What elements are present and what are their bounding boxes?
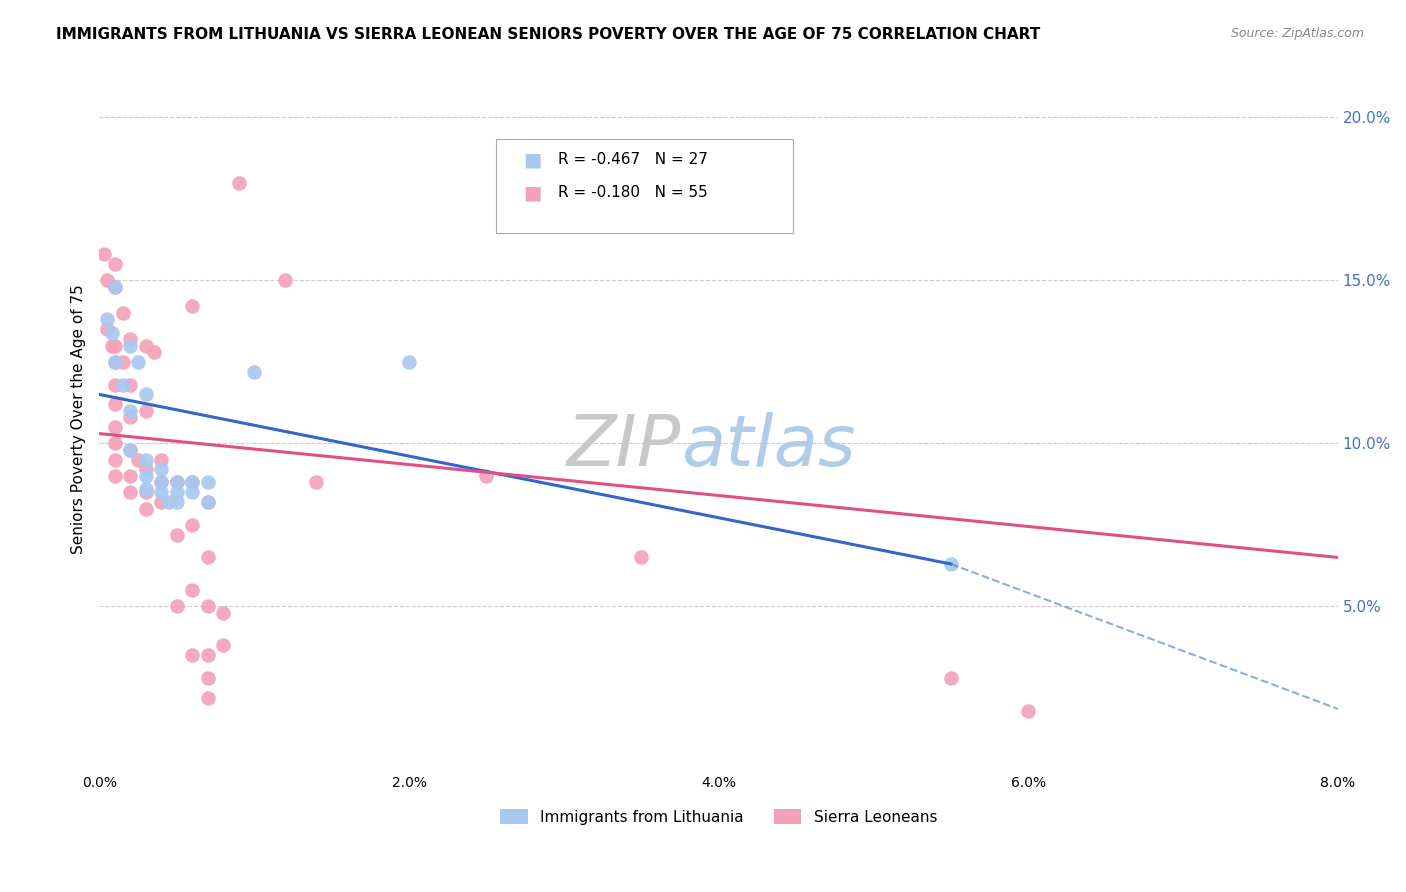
Point — [181, 582, 204, 597]
Text: ZIP: ZIP — [567, 412, 682, 482]
Point — [135, 462, 157, 476]
Point — [150, 452, 173, 467]
Point — [135, 403, 157, 417]
Point — [630, 550, 652, 565]
Point — [111, 306, 134, 320]
Point — [181, 517, 204, 532]
Text: Source: ZipAtlas.com: Source: ZipAtlas.com — [1230, 27, 1364, 40]
Y-axis label: Seniors Poverty Over the Age of 75: Seniors Poverty Over the Age of 75 — [72, 284, 86, 554]
Point — [120, 485, 142, 500]
Point — [104, 280, 127, 294]
Legend: Immigrants from Lithuania, Sierra Leoneans: Immigrants from Lithuania, Sierra Leonea… — [501, 809, 938, 825]
Point — [127, 452, 149, 467]
Point — [120, 442, 142, 457]
Point — [243, 365, 266, 379]
Point — [104, 257, 127, 271]
Text: ■: ■ — [523, 150, 541, 169]
Point — [150, 485, 173, 500]
Point — [96, 322, 118, 336]
Point — [197, 648, 219, 663]
Point — [166, 485, 188, 500]
Point — [101, 338, 124, 352]
Point — [197, 495, 219, 509]
Point — [120, 442, 142, 457]
Point — [120, 377, 142, 392]
Point — [197, 671, 219, 685]
Point — [150, 475, 173, 490]
Point — [939, 557, 962, 571]
Point — [1017, 704, 1039, 718]
Point — [104, 436, 127, 450]
FancyBboxPatch shape — [496, 138, 793, 233]
Point — [104, 355, 127, 369]
Point — [157, 495, 180, 509]
Point — [104, 397, 127, 411]
Point — [212, 639, 235, 653]
Point — [135, 452, 157, 467]
Point — [104, 452, 127, 467]
Point — [104, 420, 127, 434]
Point — [166, 495, 188, 509]
Point — [104, 377, 127, 392]
Point — [96, 312, 118, 326]
Point — [181, 485, 204, 500]
Point — [181, 648, 204, 663]
Text: R = -0.180   N = 55: R = -0.180 N = 55 — [558, 185, 707, 200]
Point — [150, 462, 173, 476]
Point — [101, 326, 124, 340]
Point — [181, 475, 204, 490]
Point — [197, 475, 219, 490]
Point — [475, 469, 498, 483]
Text: ■: ■ — [523, 183, 541, 202]
Point — [93, 247, 115, 261]
Point — [228, 176, 250, 190]
Point — [305, 475, 328, 490]
Point — [135, 387, 157, 401]
Point — [111, 377, 134, 392]
Point — [104, 280, 127, 294]
Point — [120, 469, 142, 483]
Point — [197, 690, 219, 705]
Point — [135, 485, 157, 500]
Point — [398, 355, 420, 369]
Point — [150, 475, 173, 490]
Point — [120, 410, 142, 425]
Point — [197, 550, 219, 565]
Point — [135, 338, 157, 352]
Point — [111, 355, 134, 369]
Text: R = -0.467   N = 27: R = -0.467 N = 27 — [558, 153, 707, 167]
Point — [120, 332, 142, 346]
Text: IMMIGRANTS FROM LITHUANIA VS SIERRA LEONEAN SENIORS POVERTY OVER THE AGE OF 75 C: IMMIGRANTS FROM LITHUANIA VS SIERRA LEON… — [56, 27, 1040, 42]
Point — [120, 403, 142, 417]
Point — [166, 527, 188, 541]
Point — [212, 606, 235, 620]
Point — [274, 273, 297, 287]
Point — [181, 300, 204, 314]
Text: atlas: atlas — [682, 412, 856, 482]
Point — [135, 482, 157, 496]
Point — [939, 671, 962, 685]
Point — [96, 273, 118, 287]
Point — [104, 355, 127, 369]
Point — [166, 599, 188, 614]
Point — [166, 475, 188, 490]
Point — [135, 469, 157, 483]
Point — [181, 475, 204, 490]
Point — [197, 599, 219, 614]
Point — [120, 338, 142, 352]
Point — [104, 469, 127, 483]
Point — [197, 495, 219, 509]
Point — [127, 355, 149, 369]
Point — [135, 501, 157, 516]
Point — [104, 338, 127, 352]
Point — [142, 345, 165, 359]
Point — [166, 475, 188, 490]
Point — [150, 495, 173, 509]
